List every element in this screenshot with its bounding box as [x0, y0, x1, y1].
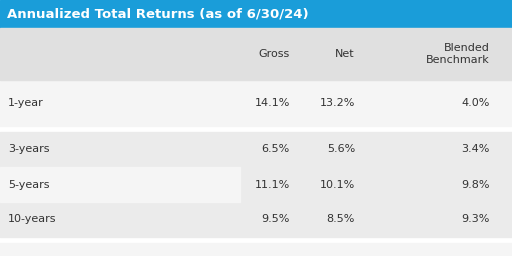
Text: Blended
Benchmark: Blended Benchmark [426, 43, 490, 65]
Text: Annualized Total Returns (as of 6/30/24): Annualized Total Returns (as of 6/30/24) [7, 7, 309, 20]
Text: 1-year: 1-year [8, 98, 44, 108]
Text: 6.5%: 6.5% [262, 144, 290, 155]
Text: 5.6%: 5.6% [327, 144, 355, 155]
Text: 10.1%: 10.1% [320, 179, 355, 189]
Bar [0, 80, 512, 126]
Bar [0, 167, 240, 202]
Text: 10-years: 10-years [8, 215, 56, 225]
Text: 13.2%: 13.2% [319, 98, 355, 108]
Text: 9.8%: 9.8% [461, 179, 490, 189]
Text: 3.4%: 3.4% [462, 144, 490, 155]
Text: Gross: Gross [259, 49, 290, 59]
Bar [0, 28, 512, 80]
Text: 3-years: 3-years [8, 144, 50, 155]
Text: Net: Net [335, 49, 355, 59]
Text: 5-years: 5-years [8, 179, 50, 189]
Text: 9.3%: 9.3% [462, 215, 490, 225]
Bar [0, 243, 512, 256]
Bar [0, 0, 512, 28]
Text: 14.1%: 14.1% [254, 98, 290, 108]
Text: 11.1%: 11.1% [255, 179, 290, 189]
Text: 4.0%: 4.0% [462, 98, 490, 108]
Bar [0, 132, 512, 237]
Text: 8.5%: 8.5% [327, 215, 355, 225]
Text: 9.5%: 9.5% [262, 215, 290, 225]
